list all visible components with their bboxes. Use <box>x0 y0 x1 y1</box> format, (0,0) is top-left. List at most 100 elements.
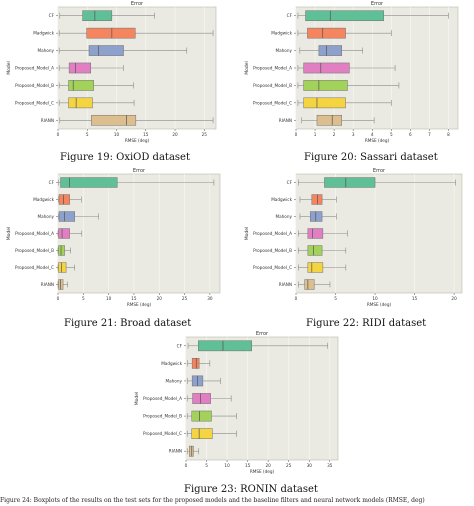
box-iqr <box>58 245 65 256</box>
x-axis-label: RMSE (deg) <box>365 138 390 143</box>
x-tick-label: 25 <box>182 296 188 301</box>
x-tick-label: 35 <box>327 463 333 468</box>
chart-panel-ronin: 0 5 10 15 20 25 30 35 Error RMSE (deg) Model CF Madg… <box>128 330 342 476</box>
x-tick-label: 20 <box>265 463 271 468</box>
caption-sassari: Figure 20: Sassari dataset <box>304 152 438 163</box>
chart-panel-sassari: 0 1 2 3 4 5 6 7 8 Error RMSE (deg) Model CF Madgwick M… <box>238 0 462 145</box>
box-iqr <box>307 262 324 273</box>
box-iqr <box>58 194 70 205</box>
y-tick-label: CF <box>287 180 293 185</box>
box-iqr <box>60 177 118 188</box>
y-tick-label: Proposed_Model_B <box>253 83 292 88</box>
box-iqr <box>309 211 323 222</box>
x-tick-label: 20 <box>172 132 178 137</box>
box-proposed-model-a: Proposed_Model_A <box>15 62 124 74</box>
box-iqr <box>68 80 94 91</box>
x-tick-label: 0 <box>57 296 60 301</box>
y-tick-label: Proposed_Model_C <box>253 100 292 105</box>
box-iqr <box>303 62 350 74</box>
y-tick-label: Mahony <box>37 214 54 219</box>
x-tick-label: 6 <box>409 132 412 137</box>
y-tick-label: Proposed_Model_C <box>253 265 292 270</box>
x-tick-label: 7 <box>428 132 431 137</box>
y-tick-label: Madgwick <box>161 361 182 366</box>
y-tick-label: CF <box>177 343 183 348</box>
x-axis-label: RMSE (deg) <box>125 138 150 143</box>
box-iqr <box>58 262 67 273</box>
box-proposed-model-a: Proposed_Model_A <box>15 228 83 239</box>
box-iqr <box>307 228 324 239</box>
box-cf: CF <box>49 177 215 188</box>
x-tick-label: 5 <box>390 132 393 137</box>
x-tick-label: 5 <box>82 296 85 301</box>
x-tick-label: 4 <box>371 132 374 137</box>
y-axis-label: Model <box>6 61 12 75</box>
box-mahony: Mahony <box>165 375 221 387</box>
y-tick-label: Madgwick <box>271 197 292 202</box>
box-madgwick: Madgwick <box>161 358 211 369</box>
y-tick-label: Proposed_Model_A <box>15 231 54 236</box>
chart-title: Error <box>131 1 144 7</box>
x-tick-label: 1 <box>314 132 317 137</box>
box-madgwick: Madgwick <box>33 27 214 39</box>
y-tick-label: Mahony <box>275 48 292 53</box>
boxplot-chart: 0 5 10 15 20 25 30 Error RMSE (deg) Model CF Madgwi… <box>6 168 221 307</box>
box-proposed-model-c: Proposed_Model_C <box>143 428 237 439</box>
x-tick-label: 10 <box>372 296 378 301</box>
x-tick-label: 10 <box>224 463 230 468</box>
chart-panel-ridi: 0 5 10 15 20 Error RMSE (deg) Model CF Madgwick Ma… <box>238 167 466 309</box>
x-axis-label: RMSE (deg) <box>127 302 152 307</box>
x-axis-label: RMSE (deg) <box>250 469 275 474</box>
boxplot-chart: 0 1 2 3 4 5 6 7 8 Error RMSE (deg) Model CF Madgwick M… <box>244 1 459 143</box>
box-iqr <box>192 393 211 404</box>
box-iqr <box>324 177 376 188</box>
box-iqr <box>68 62 92 74</box>
y-tick-label: Proposed_Model_C <box>15 100 54 105</box>
x-tick-label: 5 <box>86 132 89 137</box>
box-cf: CF <box>177 340 329 352</box>
y-tick-label: Proposed_Model_C <box>15 265 54 270</box>
caption-broad: Figure 21: Broad dataset <box>64 318 192 329</box>
box-iqr <box>91 114 137 126</box>
x-tick-label: 15 <box>131 296 137 301</box>
box-mahony: Mahony <box>37 45 188 56</box>
box-iqr <box>303 80 348 91</box>
box-iqr <box>68 97 93 109</box>
box-iqr <box>58 228 70 239</box>
box-proposed-model-b: Proposed_Model_B <box>143 410 237 422</box>
box-riann: RIANN <box>169 445 200 457</box>
plot-area <box>57 173 221 294</box>
box-cf: CF <box>287 177 456 188</box>
x-tick-label: 2 <box>333 132 336 137</box>
y-tick-label: RIANN <box>41 282 54 287</box>
box-proposed-model-c: Proposed_Model_C <box>15 97 135 109</box>
box-madgwick: Madgwick <box>33 194 82 205</box>
box-iqr <box>307 27 346 39</box>
y-tick-label: Mahony <box>37 48 54 53</box>
box-proposed-model-b: Proposed_Model_B <box>15 245 71 256</box>
box-iqr <box>198 340 252 352</box>
x-tick-label: 30 <box>307 463 313 468</box>
y-tick-label: RIANN <box>169 449 182 454</box>
box-iqr <box>189 445 194 457</box>
y-tick-label: CF <box>49 13 55 18</box>
box-proposed-model-b: Proposed_Model_B <box>253 245 347 256</box>
y-tick-label: Madgwick <box>271 31 292 36</box>
x-tick-label: 0 <box>185 463 188 468</box>
x-tick-label: 30 <box>207 296 213 301</box>
box-madgwick: Madgwick <box>271 194 337 205</box>
y-tick-label: Proposed_Model_B <box>15 248 54 253</box>
chart-title: Error <box>256 331 269 337</box>
y-tick-label: RIANN <box>279 282 292 287</box>
y-tick-label: CF <box>49 180 55 185</box>
box-madgwick: Madgwick <box>271 27 392 39</box>
chart-title: Error <box>371 1 384 7</box>
x-tick-label: 0 <box>57 132 60 137</box>
y-tick-label: CF <box>287 13 293 18</box>
x-tick-label: 20 <box>451 296 457 301</box>
box-iqr <box>304 279 315 290</box>
box-cf: CF <box>49 10 155 22</box>
caption-oxiod: Figure 19: OxiOD dataset <box>60 152 190 163</box>
x-tick-label: 15 <box>143 132 149 137</box>
box-proposed-model-a: Proposed_Model_A <box>253 62 396 74</box>
